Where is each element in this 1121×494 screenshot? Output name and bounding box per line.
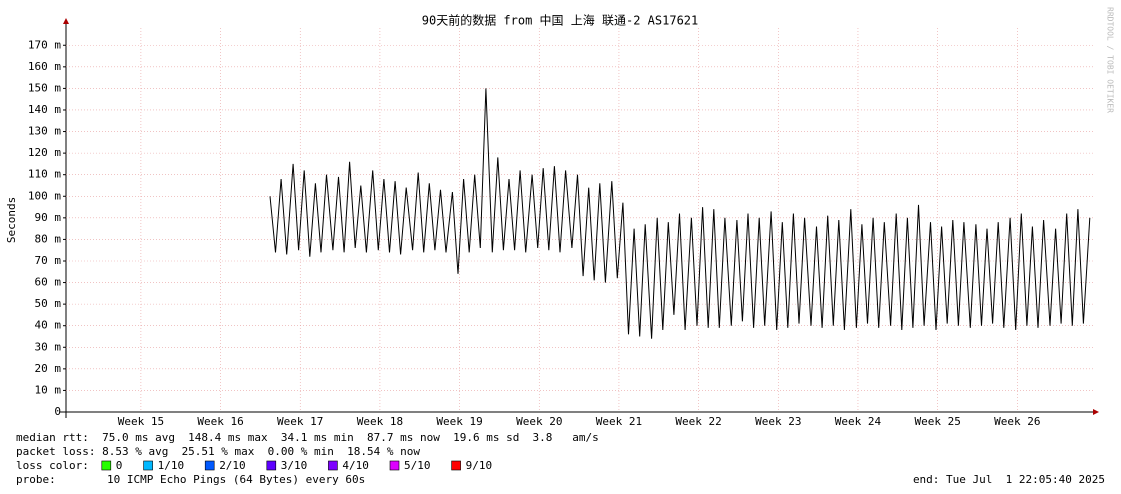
y-tick-label: 130 m — [28, 125, 61, 138]
probe-text: 10 ICMP Echo Pings (64 Bytes) every 60s — [107, 473, 365, 486]
x-tick-label: Week 25 — [914, 415, 960, 428]
y-tick-label: 110 m — [28, 168, 61, 181]
y-tick-label: 40 m — [35, 319, 62, 332]
y-tick-label: 70 m — [35, 254, 62, 267]
y-tick-label: 170 m — [28, 38, 61, 51]
y-tick-label: 60 m — [35, 276, 62, 289]
y-tick-label: 90 m — [35, 211, 62, 224]
loss-legend-entry: 3/10 — [281, 459, 308, 472]
chart-title: 90天前的数据 from 中国 上海 联通-2 AS17621 — [422, 13, 699, 28]
loss-legend-entry: 1/10 — [158, 459, 185, 472]
y-tick-label: 150 m — [28, 81, 61, 94]
loss-legend-entry: 2/10 — [219, 459, 246, 472]
y-tick-label: 50 m — [35, 297, 62, 310]
x-tick-label: Week 16 — [197, 415, 243, 428]
y-tick-label: 160 m — [28, 60, 61, 73]
y-tick-label: 80 m — [35, 232, 62, 245]
y-tick-label: 100 m — [28, 189, 61, 202]
rtt-line — [269, 88, 1091, 339]
y-axis-label: Seconds — [5, 197, 18, 243]
stats-line: packet loss: 8.53 % avg 25.51 % max 0.00… — [16, 445, 420, 458]
x-tick-label: Week 18 — [357, 415, 403, 428]
y-tick-label: 10 m — [35, 383, 62, 396]
x-tick-label: Week 22 — [675, 415, 721, 428]
loss-legend-entry: 5/10 — [404, 459, 431, 472]
loss-swatch — [451, 460, 461, 471]
loss-legend-entry: 0 — [116, 459, 123, 472]
loss-swatch — [101, 460, 112, 471]
loss-swatch — [389, 460, 400, 471]
x-tick-label: Week 23 — [755, 415, 801, 428]
end-time: end: Tue Jul 1 22:05:40 2025 — [913, 473, 1105, 486]
loss-legend-entry: 4/10 — [342, 459, 369, 472]
loss-legend-entry: 9/10 — [466, 459, 493, 472]
probe-label: probe: — [16, 473, 56, 486]
x-arrow — [1093, 409, 1099, 415]
y-tick-label: 0 — [54, 405, 61, 418]
x-tick-label: Week 26 — [994, 415, 1040, 428]
loss-swatch — [204, 460, 215, 471]
y-tick-label: 120 m — [28, 146, 61, 159]
y-arrow — [63, 18, 69, 24]
y-tick-label: 140 m — [28, 103, 61, 116]
loss-legend-label: loss color: — [16, 459, 89, 472]
x-tick-label: Week 21 — [596, 415, 642, 428]
loss-swatch — [266, 460, 277, 471]
y-tick-label: 20 m — [35, 362, 62, 375]
y-tick-label: 30 m — [35, 340, 62, 353]
x-tick-label: Week 17 — [277, 415, 323, 428]
x-tick-label: Week 24 — [835, 415, 882, 428]
x-tick-label: Week 19 — [436, 415, 482, 428]
loss-swatch — [143, 460, 153, 471]
watermark: RRDTOOL / TOBI OETIKER — [1106, 7, 1115, 113]
loss-swatch — [328, 460, 338, 471]
stats-line: median rtt: 75.0 ms avg 148.4 ms max 34.… — [16, 431, 599, 444]
x-tick-label: Week 15 — [118, 415, 164, 428]
x-tick-label: Week 20 — [516, 415, 562, 428]
